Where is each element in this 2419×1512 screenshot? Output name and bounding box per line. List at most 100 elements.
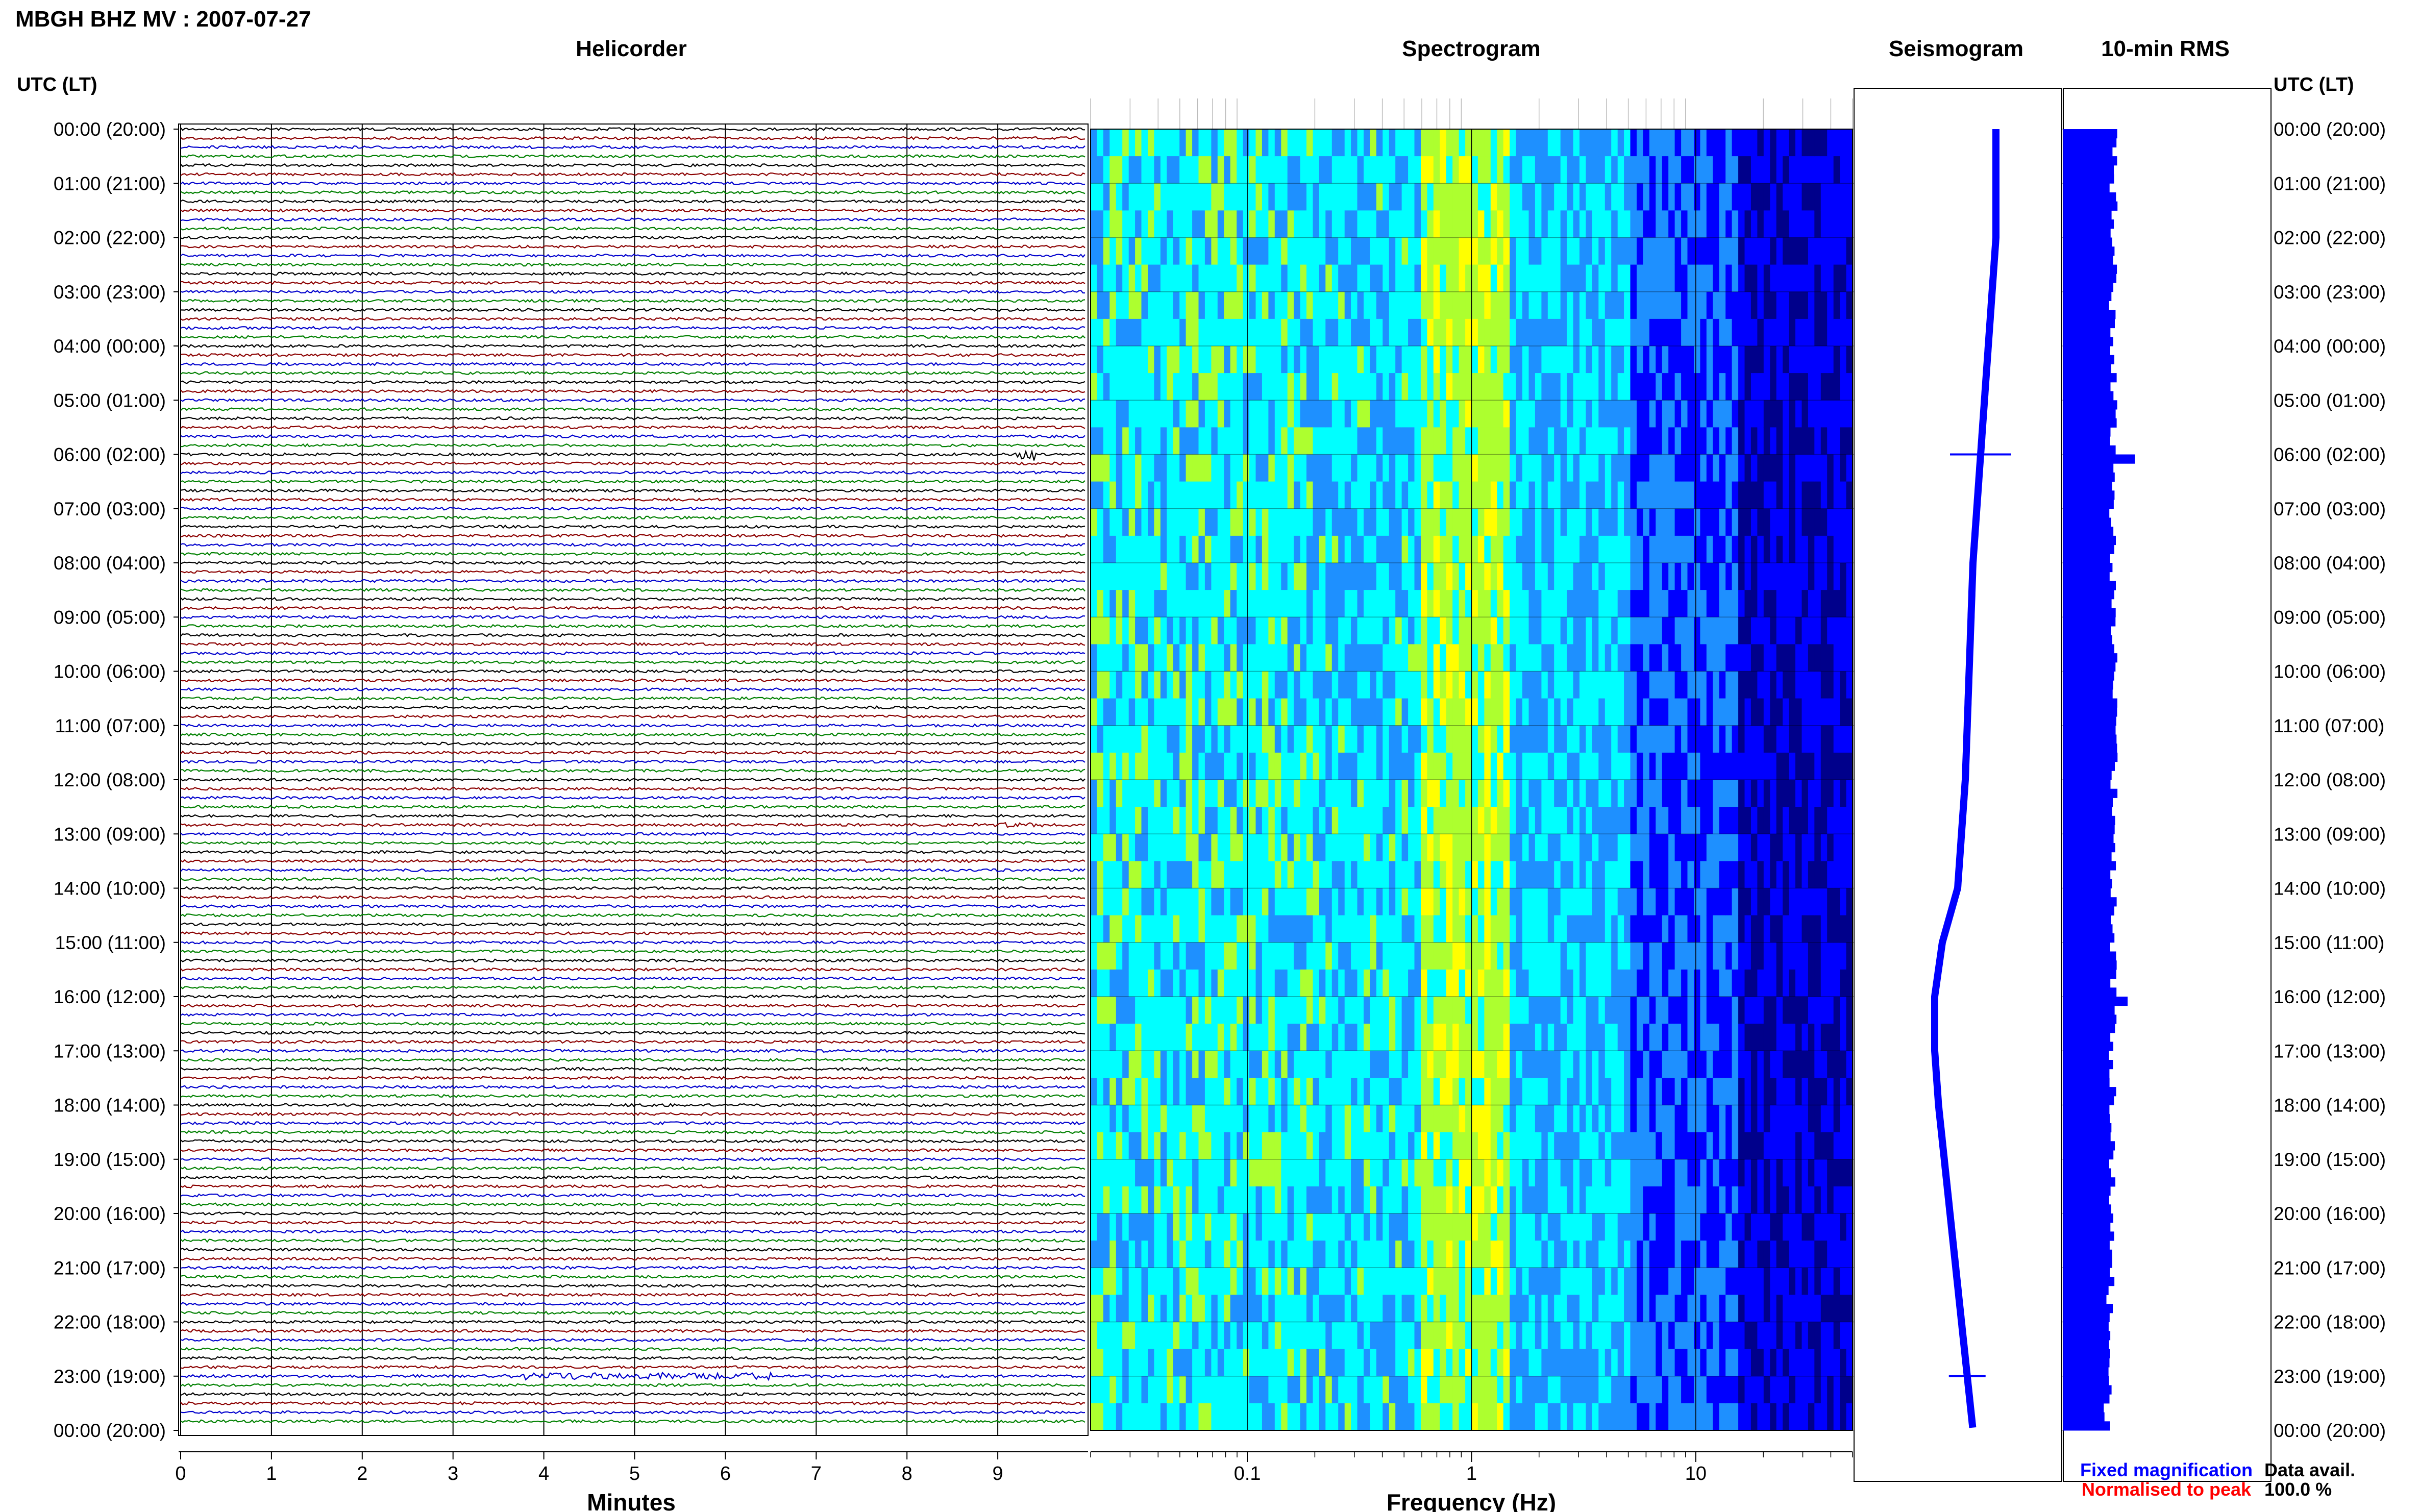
spectrogram-cell	[1186, 535, 1193, 563]
spectrogram-cell	[1541, 508, 1548, 536]
spectrogram-cell	[1484, 1403, 1491, 1431]
spectrogram-cell	[1211, 264, 1218, 292]
spectrogram-cell	[1364, 969, 1370, 997]
spectrogram-cell	[1383, 1295, 1390, 1323]
spectrogram-cell	[1395, 1403, 1402, 1431]
spectrogram-cell	[1173, 1105, 1180, 1133]
spectrogram-cell	[1249, 942, 1256, 970]
spectrogram-cell	[1357, 1268, 1364, 1295]
spectrogram-cell	[1465, 454, 1472, 482]
spectrogram-cell	[1211, 1241, 1218, 1268]
spectrogram-cell	[1173, 129, 1180, 157]
spectrogram-cell	[1287, 129, 1294, 157]
spectrogram-cell	[1173, 861, 1180, 889]
spectrogram-cell	[1541, 1403, 1548, 1431]
spectrogram-cell	[1630, 535, 1637, 563]
spectrogram-cell	[1344, 400, 1351, 428]
spectrogram-cell	[1211, 1213, 1218, 1241]
spectrogram-cell	[1148, 210, 1154, 238]
spectrogram-cell	[1395, 1051, 1402, 1078]
spectrogram-cell	[1338, 888, 1345, 916]
helicorder-trace	[181, 687, 1085, 692]
spectrogram-cell	[1103, 725, 1110, 753]
spectrogram-cell	[1376, 129, 1383, 157]
spectrogram-cell	[1567, 942, 1574, 970]
spectrogram-cell	[1617, 1159, 1624, 1187]
spectrogram-cell	[1338, 942, 1345, 970]
spectrogram-cell	[1560, 590, 1567, 617]
spectrogram-cell	[1331, 997, 1339, 1024]
spectrogram-cell	[1331, 1105, 1339, 1133]
spectrogram-cell	[1662, 861, 1669, 889]
spectrogram-cell	[1154, 1349, 1161, 1377]
spectrogram-cell	[1364, 264, 1370, 292]
spectrogram-cell	[1167, 1105, 1174, 1133]
spectrogram-cell	[1656, 725, 1663, 753]
spectrogram-cell	[1713, 1241, 1720, 1268]
spectrogram-cell	[1097, 1024, 1104, 1051]
spectrogram-cell	[1427, 1159, 1434, 1187]
spectrogram-cell	[1560, 997, 1567, 1024]
spectrogram-cell	[1217, 183, 1224, 211]
spectrogram-cell	[1719, 942, 1726, 970]
spectrogram-panel	[1090, 98, 2271, 1431]
spectrogram-cell	[1528, 997, 1536, 1024]
spectrogram-cell	[1364, 1376, 1370, 1404]
spectrogram-cell	[1370, 698, 1377, 726]
spectrogram-cell	[1160, 617, 1167, 645]
spectrogram-cell	[1300, 861, 1307, 889]
spectrogram-cell	[1300, 780, 1307, 807]
spectrogram-cell	[1116, 1241, 1123, 1268]
spectrogram-cell	[1217, 264, 1224, 292]
spectrogram-cell	[1230, 481, 1237, 509]
helicorder-trace	[180, 895, 1085, 900]
spectrogram-cell	[1300, 1268, 1307, 1295]
spectrogram-cell	[1541, 915, 1548, 943]
spectrogram-cell	[1192, 1268, 1199, 1295]
spectrogram-cell	[1605, 156, 1612, 184]
spectrogram-cell	[1694, 156, 1700, 184]
spectrogram-cell	[1547, 888, 1554, 916]
spectrogram-cell	[1440, 861, 1447, 889]
spectrogram-cell	[1262, 1159, 1269, 1187]
spectrogram-cell	[1116, 400, 1123, 428]
spectrogram-cell	[1370, 671, 1377, 699]
spectrogram-cell	[1598, 183, 1606, 211]
spectrogram-cell	[1427, 291, 1434, 319]
spectrogram-cell	[1389, 183, 1396, 211]
spectrogram-cell	[1446, 400, 1453, 428]
spectrogram-cell	[1389, 1241, 1396, 1268]
spectrogram-cell	[1465, 915, 1472, 943]
spectrogram-cell	[1287, 481, 1294, 509]
spectrogram-cell	[1637, 346, 1643, 374]
spectrogram-cell	[1440, 1376, 1447, 1404]
spectrogram-cell	[1116, 563, 1123, 590]
spectrogram-cell	[1477, 1024, 1485, 1051]
spectrogram-cell	[1160, 834, 1167, 861]
spectrogram-cell	[1694, 1403, 1700, 1431]
spectrogram-cell	[1097, 834, 1104, 861]
spectrogram-cell	[1103, 1105, 1110, 1133]
spectrogram-cell	[1706, 264, 1713, 292]
spectrogram-cell	[1637, 210, 1643, 238]
spectrogram-cell	[1389, 1268, 1396, 1295]
spectrogram-cell	[1351, 861, 1358, 889]
spectrogram-cell	[1446, 1159, 1453, 1187]
spectrogram-cell	[1510, 915, 1517, 943]
spectrogram-cell	[1681, 481, 1688, 509]
spectrogram-cell	[1541, 969, 1548, 997]
helicorder-trace	[180, 235, 1085, 240]
spectrogram-cell	[1725, 997, 1733, 1024]
spectrogram-cell	[1567, 590, 1574, 617]
spectrogram-cell	[1128, 1024, 1136, 1051]
spectrogram-cell	[1313, 129, 1320, 157]
spectrogram-cell	[1510, 563, 1517, 590]
spectrogram-cell	[1351, 264, 1358, 292]
spectrogram-cell	[1592, 834, 1599, 861]
spectrogram-cell	[1630, 1403, 1637, 1431]
spectrogram-cell	[1160, 780, 1167, 807]
spectrogram-cell	[1122, 210, 1129, 238]
spectrogram-cell	[1167, 427, 1174, 455]
helicorder-trace	[180, 1039, 1085, 1044]
spectrogram-cell	[1217, 291, 1224, 319]
